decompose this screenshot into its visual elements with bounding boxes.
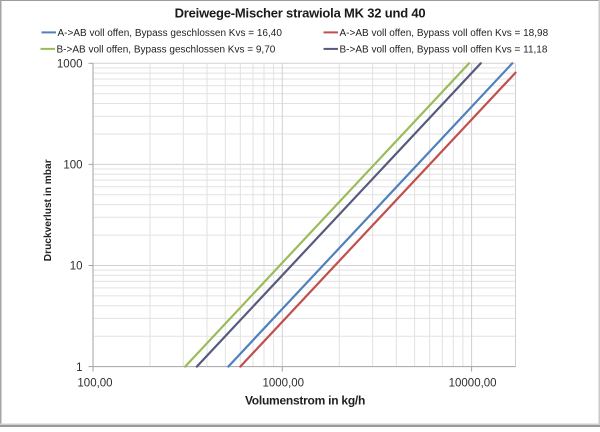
svg-text:1000: 1000 xyxy=(57,59,83,71)
svg-text:100,00: 100,00 xyxy=(77,378,112,390)
svg-text:1: 1 xyxy=(76,362,82,374)
svg-text:1000,00: 1000,00 xyxy=(263,378,305,390)
svg-text:A->AB voll offen, Bypass gesch: A->AB voll offen, Bypass geschlossen Kvs… xyxy=(58,28,283,39)
svg-text:100: 100 xyxy=(63,160,82,172)
svg-text:A->AB voll offen, Bypass voll: A->AB voll offen, Bypass voll offen Kvs … xyxy=(340,28,549,39)
svg-text:10000,00: 10000,00 xyxy=(449,378,497,390)
svg-text:B->AB voll offen, Bypass voll: B->AB voll offen, Bypass voll offen Kvs … xyxy=(340,45,548,56)
svg-text:10: 10 xyxy=(70,261,83,273)
svg-text:Druckverlust in mbar: Druckverlust in mbar xyxy=(43,159,54,261)
svg-text:Dreiwege-Mischer strawiola MK: Dreiwege-Mischer strawiola MK 32 und 40 xyxy=(175,6,426,21)
svg-text:B->AB voll offen, Bypass gesch: B->AB voll offen, Bypass geschlossen Kvs… xyxy=(57,45,276,56)
svg-text:Volumenstrom in kg/h: Volumenstrom in kg/h xyxy=(245,394,365,408)
